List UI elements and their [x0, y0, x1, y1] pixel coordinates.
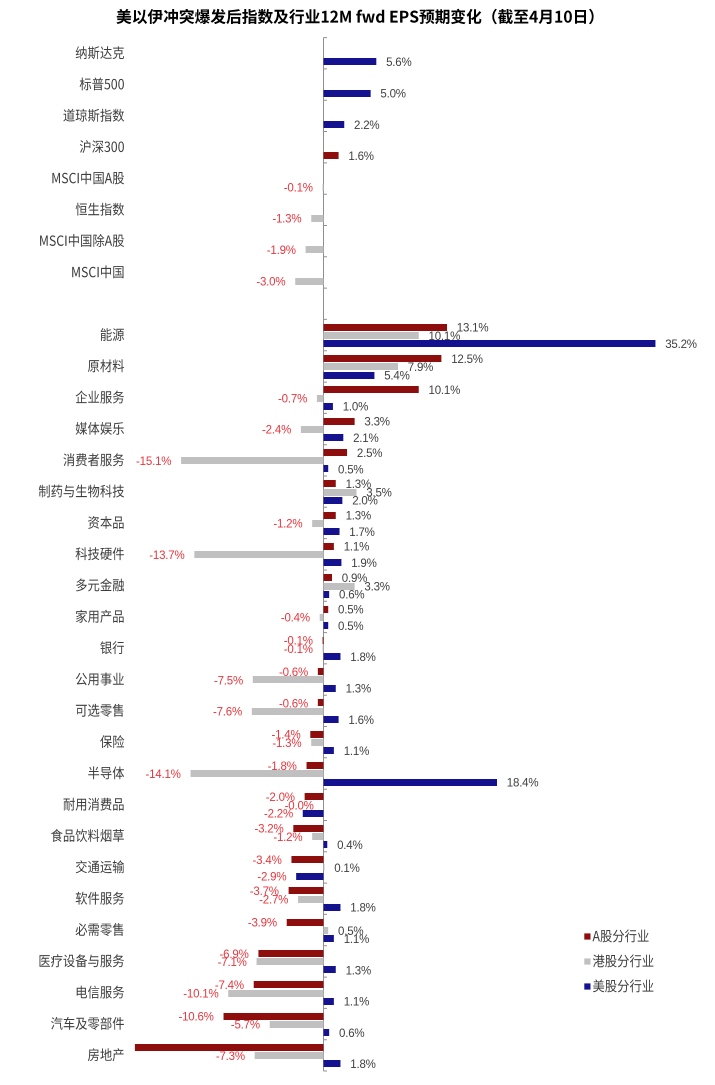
svg-text:-6.9%: -6.9% — [220, 949, 249, 961]
svg-text:-3.7%: -3.7% — [250, 886, 279, 898]
svg-text:2.5%: 2.5% — [357, 448, 382, 460]
svg-text:1.8%: 1.8% — [350, 1059, 375, 1071]
svg-text:-0.0%: -0.0% — [285, 801, 314, 813]
svg-text:1.1%: 1.1% — [344, 746, 369, 758]
svg-text:-0.1%: -0.1% — [284, 636, 313, 648]
svg-text:-5.7%: -5.7% — [231, 1020, 260, 1032]
svg-text:-2.4%: -2.4% — [262, 425, 291, 437]
svg-text:-3.4%: -3.4% — [253, 855, 282, 867]
svg-text:0.6%: 0.6% — [339, 1028, 364, 1040]
svg-text:-3.2%: -3.2% — [254, 824, 283, 836]
svg-text:0.1%: 0.1% — [334, 863, 359, 875]
svg-text:-15.1%: -15.1% — [136, 456, 171, 468]
svg-text:0.9%: 0.9% — [342, 573, 367, 585]
svg-text:-0.7%: -0.7% — [278, 393, 307, 405]
svg-text:2.2%: 2.2% — [354, 120, 379, 132]
svg-text:0.6%: 0.6% — [339, 590, 364, 602]
svg-text:0.5%: 0.5% — [338, 464, 363, 476]
svg-text:13.1%: 13.1% — [457, 323, 489, 335]
svg-text:-10.1%: -10.1% — [183, 988, 218, 1000]
svg-text:-1.2%: -1.2% — [273, 832, 302, 844]
svg-text:-1.8%: -1.8% — [268, 761, 297, 773]
svg-text:-2.2%: -2.2% — [264, 809, 293, 821]
svg-text:7.9%: 7.9% — [408, 362, 433, 374]
svg-text:0.5%: 0.5% — [338, 926, 363, 938]
svg-text:1.1%: 1.1% — [344, 997, 369, 1009]
svg-text:-3.9%: -3.9% — [248, 918, 277, 930]
svg-text:-1.4%: -1.4% — [271, 730, 300, 742]
svg-text:1.6%: 1.6% — [348, 715, 373, 727]
svg-text:18.4%: 18.4% — [507, 777, 539, 789]
svg-text:-7.1%: -7.1% — [218, 957, 247, 969]
svg-text:1.3%: 1.3% — [346, 479, 371, 491]
svg-text:-0.6%: -0.6% — [279, 667, 308, 679]
svg-text:0.5%: 0.5% — [338, 604, 363, 616]
svg-text:12.5%: 12.5% — [451, 354, 483, 366]
svg-text:-1.9%: -1.9% — [267, 245, 296, 257]
svg-text:-13.7%: -13.7% — [149, 550, 184, 562]
svg-text:10.1%: 10.1% — [429, 331, 461, 343]
svg-text:1.3%: 1.3% — [346, 684, 371, 696]
svg-text:-2.9%: -2.9% — [257, 871, 286, 883]
svg-text:1.9%: 1.9% — [351, 558, 376, 570]
svg-text:0.5%: 0.5% — [338, 621, 363, 633]
svg-text:2.0%: 2.0% — [352, 496, 377, 508]
svg-text:-2.0%: -2.0% — [266, 792, 295, 804]
svg-text:1.6%: 1.6% — [348, 151, 373, 163]
svg-text:-7.4%: -7.4% — [215, 980, 244, 992]
svg-text:1.8%: 1.8% — [350, 903, 375, 915]
svg-text:5.0%: 5.0% — [380, 89, 405, 101]
svg-text:-7.5%: -7.5% — [214, 675, 243, 687]
svg-text:3.3%: 3.3% — [364, 416, 389, 428]
svg-text:3.5%: 3.5% — [366, 487, 391, 499]
svg-text:1.3%: 1.3% — [346, 965, 371, 977]
svg-text:1.7%: 1.7% — [349, 527, 374, 539]
svg-text:1.0%: 1.0% — [343, 402, 368, 414]
svg-text:1.1%: 1.1% — [344, 542, 369, 554]
svg-text:35.2%: 35.2% — [665, 339, 697, 351]
svg-text:5.4%: 5.4% — [384, 370, 409, 382]
svg-text:3.3%: 3.3% — [364, 581, 389, 593]
svg-text:2.1%: 2.1% — [353, 433, 378, 445]
svg-text:-10.6%: -10.6% — [178, 1011, 213, 1023]
svg-text:-0.4%: -0.4% — [281, 613, 310, 625]
svg-text:-3.0%: -3.0% — [256, 276, 285, 288]
svg-text:0.4%: 0.4% — [337, 840, 362, 852]
svg-text:-2.7%: -2.7% — [259, 895, 288, 907]
svg-text:-1.3%: -1.3% — [272, 738, 301, 750]
svg-text:1.1%: 1.1% — [344, 934, 369, 946]
svg-text:-7.6%: -7.6% — [213, 707, 242, 719]
svg-text:10.1%: 10.1% — [429, 385, 461, 397]
svg-text:-0.6%: -0.6% — [279, 698, 308, 710]
svg-text:-14.1%: -14.1% — [145, 769, 180, 781]
svg-text:-1.3%: -1.3% — [272, 214, 301, 226]
svg-text:1.3%: 1.3% — [346, 510, 371, 522]
svg-text:-0.1%: -0.1% — [284, 644, 313, 656]
svg-text:-7.3%: -7.3% — [216, 1051, 245, 1063]
svg-text:1.8%: 1.8% — [350, 652, 375, 664]
svg-text:-1.2%: -1.2% — [273, 519, 302, 531]
svg-text:5.6%: 5.6% — [386, 57, 411, 69]
svg-text:-0.1%: -0.1% — [284, 182, 313, 194]
